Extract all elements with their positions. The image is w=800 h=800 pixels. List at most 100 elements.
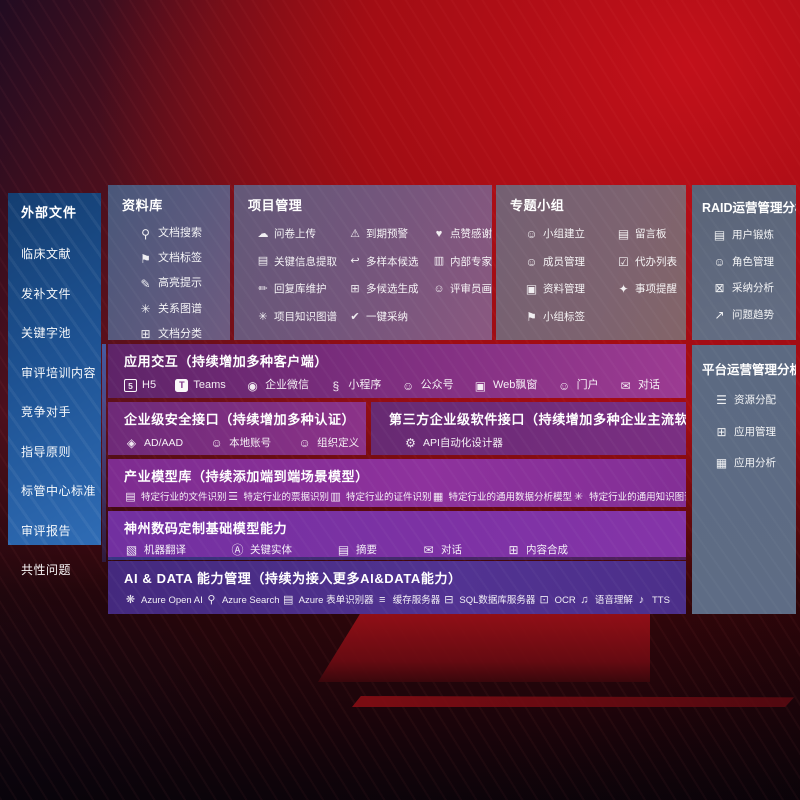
cache-server-label: 缓存服务器: [392, 595, 441, 606]
platform-items: ☰ 资源分配 ⊞ 应用管理 ▦ 应用分析: [702, 394, 792, 470]
industry-data-analysis-model-icon: ▦: [432, 491, 444, 504]
sidebar-item: 指导原则: [21, 444, 72, 459]
base-model-panel: 神州数码定制基础模型能力 ▧ 机器翻译 Ⓐ 关键实体 ▤ 摘要 ✉ 对话 ⊞ 内容合成: [108, 511, 686, 557]
industry-file-recognition-icon: ▤: [125, 491, 136, 504]
speech-understanding-item: ♫ 语音理解: [578, 595, 633, 606]
project-management-panel: 项目管理 ☁ 问卷上传 ⚠ 到期预警 ♥ 点赞感谢 ▤ 关键信息提取 ↩ 多样本候选 ▥ 内部专家排名…: [234, 185, 492, 340]
interface-row: 企业级安全接口（持续增加多种认证） ◈ AD/AAD ☺ 本地账号 ☺ 组织定义 第三方企…: [108, 402, 686, 455]
key-info-extract-item: ▤ 关键信息提取: [256, 256, 342, 269]
dialog-capability-icon: ✉: [423, 543, 434, 557]
user-card-label: 用户锻炼: [732, 229, 774, 241]
resource-allocation-item: ☰ 资源分配: [714, 394, 792, 407]
local-account-label: 本地账号: [229, 437, 272, 449]
dialog-client-item: ✉ 对话: [618, 379, 660, 392]
dialog-client-icon: ✉: [620, 378, 631, 393]
background-blue-glow: [108, 557, 686, 560]
doc-classify-item: ⊞ 文档分类: [138, 328, 222, 340]
api-auto-designer-item: ⚙ API自动化设计器: [403, 437, 503, 450]
ad-aad-item: ◈ AD/AAD: [124, 437, 183, 450]
machine-translation-label: 机器翻译: [144, 544, 186, 556]
highlight-tip-item: ✎ 高亮提示: [138, 277, 222, 290]
key-entity-item: Ⓐ 关键实体: [230, 544, 292, 557]
member-manage-label: 成员管理: [543, 255, 585, 268]
base-models-panel-title: 神州数码定制基础模型能力: [124, 521, 288, 536]
wecom-label: 企业微信: [265, 379, 310, 391]
summary-icon: ▤: [337, 543, 350, 557]
content-compose-label: 内容合成: [526, 544, 568, 556]
like-thanks-label: 点赞感谢: [450, 228, 492, 240]
tts-item: ♪ TTS: [635, 595, 670, 606]
reply-lib-maintain-item: ✏ 回复库维护: [256, 283, 342, 296]
message-board-item: ▤ 留言板: [616, 228, 680, 241]
h5-client-icon: 5: [124, 379, 137, 393]
one-click-adopt-item: ✔ 一键采纳: [348, 311, 426, 324]
ad-aad-label: AD/AAD: [144, 437, 184, 449]
raid-panel-title: RAID运营管理分析: [702, 201, 796, 215]
azure-search-item: ⚲ Azure Search: [205, 594, 279, 607]
relation-graph-label: 关系图谱: [158, 302, 202, 315]
reminder-bell-item: ✦ 事项提醒: [616, 283, 680, 296]
industry-id-recognition-label: 特定行业的证件识别: [346, 492, 432, 503]
doc-classify-label: 文档分类: [158, 327, 202, 340]
ai-data-panel: AI & DATA 能力管理（持续为接入更多AI&DATA能力） ❋ Azure …: [108, 561, 686, 614]
sidebar-item: 关键字池: [21, 326, 72, 340]
group-tag-item: ⚑ 小组标签: [524, 311, 610, 324]
ai-data-panel-title: AI & DATA 能力管理（持续为接入更多AI&DATA能力）: [124, 571, 462, 586]
doc-tag-item: ⚑ 文档标签: [138, 252, 222, 265]
relation-graph-item: ✳ 关系图谱: [138, 303, 222, 316]
due-warning-item: ⚠ 到期预警: [348, 228, 426, 241]
main-column: 资料库 ⚲ 文档搜索 ⚑ 文档标签 ✎ 高亮提示 ✳ 关系图谱 ⊞ 文档分类 项目管理 ☁ 问卷上传…: [108, 185, 686, 618]
sidebar-items: 临床文献 发补文件 关键字池 审评培训内容 竞争对手 指导原则 标管中心标准 审评报告 共性问题: [21, 245, 101, 578]
portal-item: ☺ 门户: [557, 379, 599, 392]
industry-file-recognition-item: ▤ 特定行业的文件识别: [124, 491, 227, 504]
issue-trend-item: ↗ 问题趋势: [712, 309, 792, 322]
issue-trend-label: 问题趋势: [732, 308, 774, 321]
azure-open-ai-icon: ❋: [125, 594, 136, 607]
thirdparty-items: ⚙ API自动化设计器: [389, 437, 678, 450]
industry-file-recognition-label: 特定行业的文件识别: [141, 492, 227, 503]
portal-icon: ☺: [558, 378, 571, 393]
special-group-panel: 专题小组 ☺ 小组建立 ▤ 留言板 ☺ 成员管理 ☑ 代办列表 ▣ 资料管理 ✦ 事项提醒 ⚑ 小组标签: [496, 185, 686, 340]
official-account-icon: ☺: [402, 378, 415, 393]
app-interaction-panel: 应用交互（持续增加多种客户端） 5 H5 T Teams ◉ 企业微信 § 小程序 ☺ 公众号 ▣ W…: [108, 344, 686, 398]
industry-receipt-recognition-item: ☰ 特定行业的票据识别: [227, 491, 329, 504]
project-knowledge-graph-item: ✳ 项目知识图谱: [256, 311, 342, 324]
org-define-icon: ☺: [298, 436, 311, 451]
azure-open-ai-item: ❋ Azure Open AI: [124, 595, 203, 606]
internal-expert-rank-icon: ▥: [433, 255, 445, 268]
sql-db-server-icon: ⊟: [444, 594, 454, 607]
library-items: ⚲ 文档搜索 ⚑ 文档标签 ✎ 高亮提示 ✳ 关系图谱 ⊞ 文档分类: [122, 227, 222, 340]
doc-search-item: ⚲ 文档搜索: [138, 227, 222, 240]
reply-lib-maintain-icon: ✏: [258, 282, 268, 295]
ocr-label: OCR: [554, 595, 576, 606]
role-manage-label: 角色管理: [732, 255, 774, 268]
doc-classify-icon: ⊞: [140, 327, 151, 340]
issue-trend-icon: ↗: [714, 308, 725, 323]
key-info-extract-icon: ▤: [257, 255, 269, 268]
background-red-shape: [318, 612, 650, 682]
wecom-item: ◉ 企业微信: [245, 379, 309, 392]
reminder-bell-label: 事项提醒: [635, 283, 677, 296]
questionnaire-upload-label: 问卷上传: [274, 228, 316, 240]
like-thanks-icon: ♥: [435, 227, 443, 240]
group-create-icon: ☺: [525, 227, 538, 242]
mini-program-label: 小程序: [348, 379, 382, 391]
library-panel: 资料库 ⚲ 文档搜索 ⚑ 文档标签 ✎ 高亮提示 ✳ 关系图谱 ⊞ 文档分类: [108, 185, 230, 340]
azure-search-icon: ⚲: [207, 594, 216, 607]
relation-graph-icon: ✳: [140, 302, 151, 317]
industry-receipt-recognition-icon: ☰: [228, 491, 238, 504]
official-account-item: ☺ 公众号: [401, 379, 454, 392]
web-popup-item: ▣ Web飘窗: [473, 379, 538, 392]
teams-label: Teams: [193, 379, 226, 391]
local-account-icon: ☺: [210, 436, 223, 451]
project-knowledge-graph-label: 项目知识图谱: [274, 310, 337, 323]
reviewer-profile-icon: ☺: [433, 282, 445, 295]
machine-translation-item: ▧ 机器翻译: [124, 544, 186, 557]
group-tag-icon: ⚑: [526, 310, 537, 325]
sidebar-title: 外部文件: [21, 205, 78, 220]
azure-open-ai-label: Azure Open AI: [141, 595, 203, 606]
h5-client-item: 5 H5: [124, 379, 156, 393]
industry-data-analysis-model-label: 特定行业的通用数据分析模型: [448, 492, 573, 503]
thirdparty-panel-title: 第三方企业级软件接口（持续增加多种企业主流软件接口）: [389, 412, 686, 427]
industry-data-analysis-model-item: ▦ 特定行业的通用数据分析模型: [432, 491, 573, 504]
